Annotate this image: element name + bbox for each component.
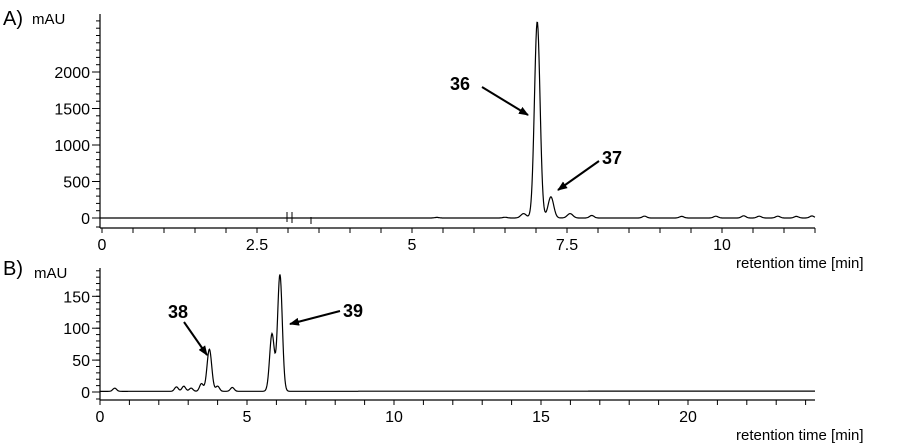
panel-b-x-tick-label: 5 (243, 409, 252, 426)
panel-b-x-tick-label: 10 (385, 409, 403, 426)
panel-a-y-tick-label: 0 (81, 211, 90, 228)
panel-a-x-tick-label: 10 (713, 237, 731, 254)
panel-a-ylabel: mAU (32, 11, 65, 28)
panel-b-x-tick-label: 0 (96, 409, 105, 426)
panel-b-ylabel: mAU (34, 265, 67, 282)
panel-b-y-tick-label: 100 (63, 321, 90, 338)
peak-label-38: 38 (168, 302, 188, 322)
panel-a-y-tick-label: 1500 (54, 102, 90, 119)
peak-label-36: 36 (450, 74, 470, 94)
peak-label-37: 37 (602, 148, 622, 168)
panel-a-label: A) (3, 8, 23, 30)
panel-b-x-tick-label: 15 (532, 409, 550, 426)
panel-a-x-tick-label: 7.5 (556, 237, 578, 254)
panel-a-x-tick-label: 0 (98, 237, 107, 254)
arrow-37 (557, 160, 600, 191)
panel-a-y-tick-label: 2000 (54, 65, 90, 82)
panel-b-y-tick-label: 150 (63, 289, 90, 306)
panel-a-x-tick-label: 5 (408, 237, 417, 254)
arrow-38 (183, 321, 208, 356)
panel-a-y-tick-label: 500 (63, 175, 90, 192)
panel-b-trace (100, 274, 815, 392)
panel-a-xlabel: retention time [min] (736, 255, 864, 272)
panel-b-y-tick-label: 50 (72, 353, 90, 370)
peak-label-39: 39 (343, 301, 363, 321)
panel-b-y-tick-label: 0 (81, 385, 90, 402)
panel-a-y-tick-label: 1000 (54, 138, 90, 155)
arrow-36 (481, 86, 529, 116)
arrow-39 (289, 310, 341, 326)
panel-b-xlabel: retention time [min] (736, 427, 864, 444)
panel-b-x-tick-label: 20 (679, 409, 697, 426)
panel-b-label: B) (3, 258, 23, 280)
panel-a-trace (100, 21, 816, 219)
panel-a-x-tick-label: 2.5 (246, 237, 268, 254)
